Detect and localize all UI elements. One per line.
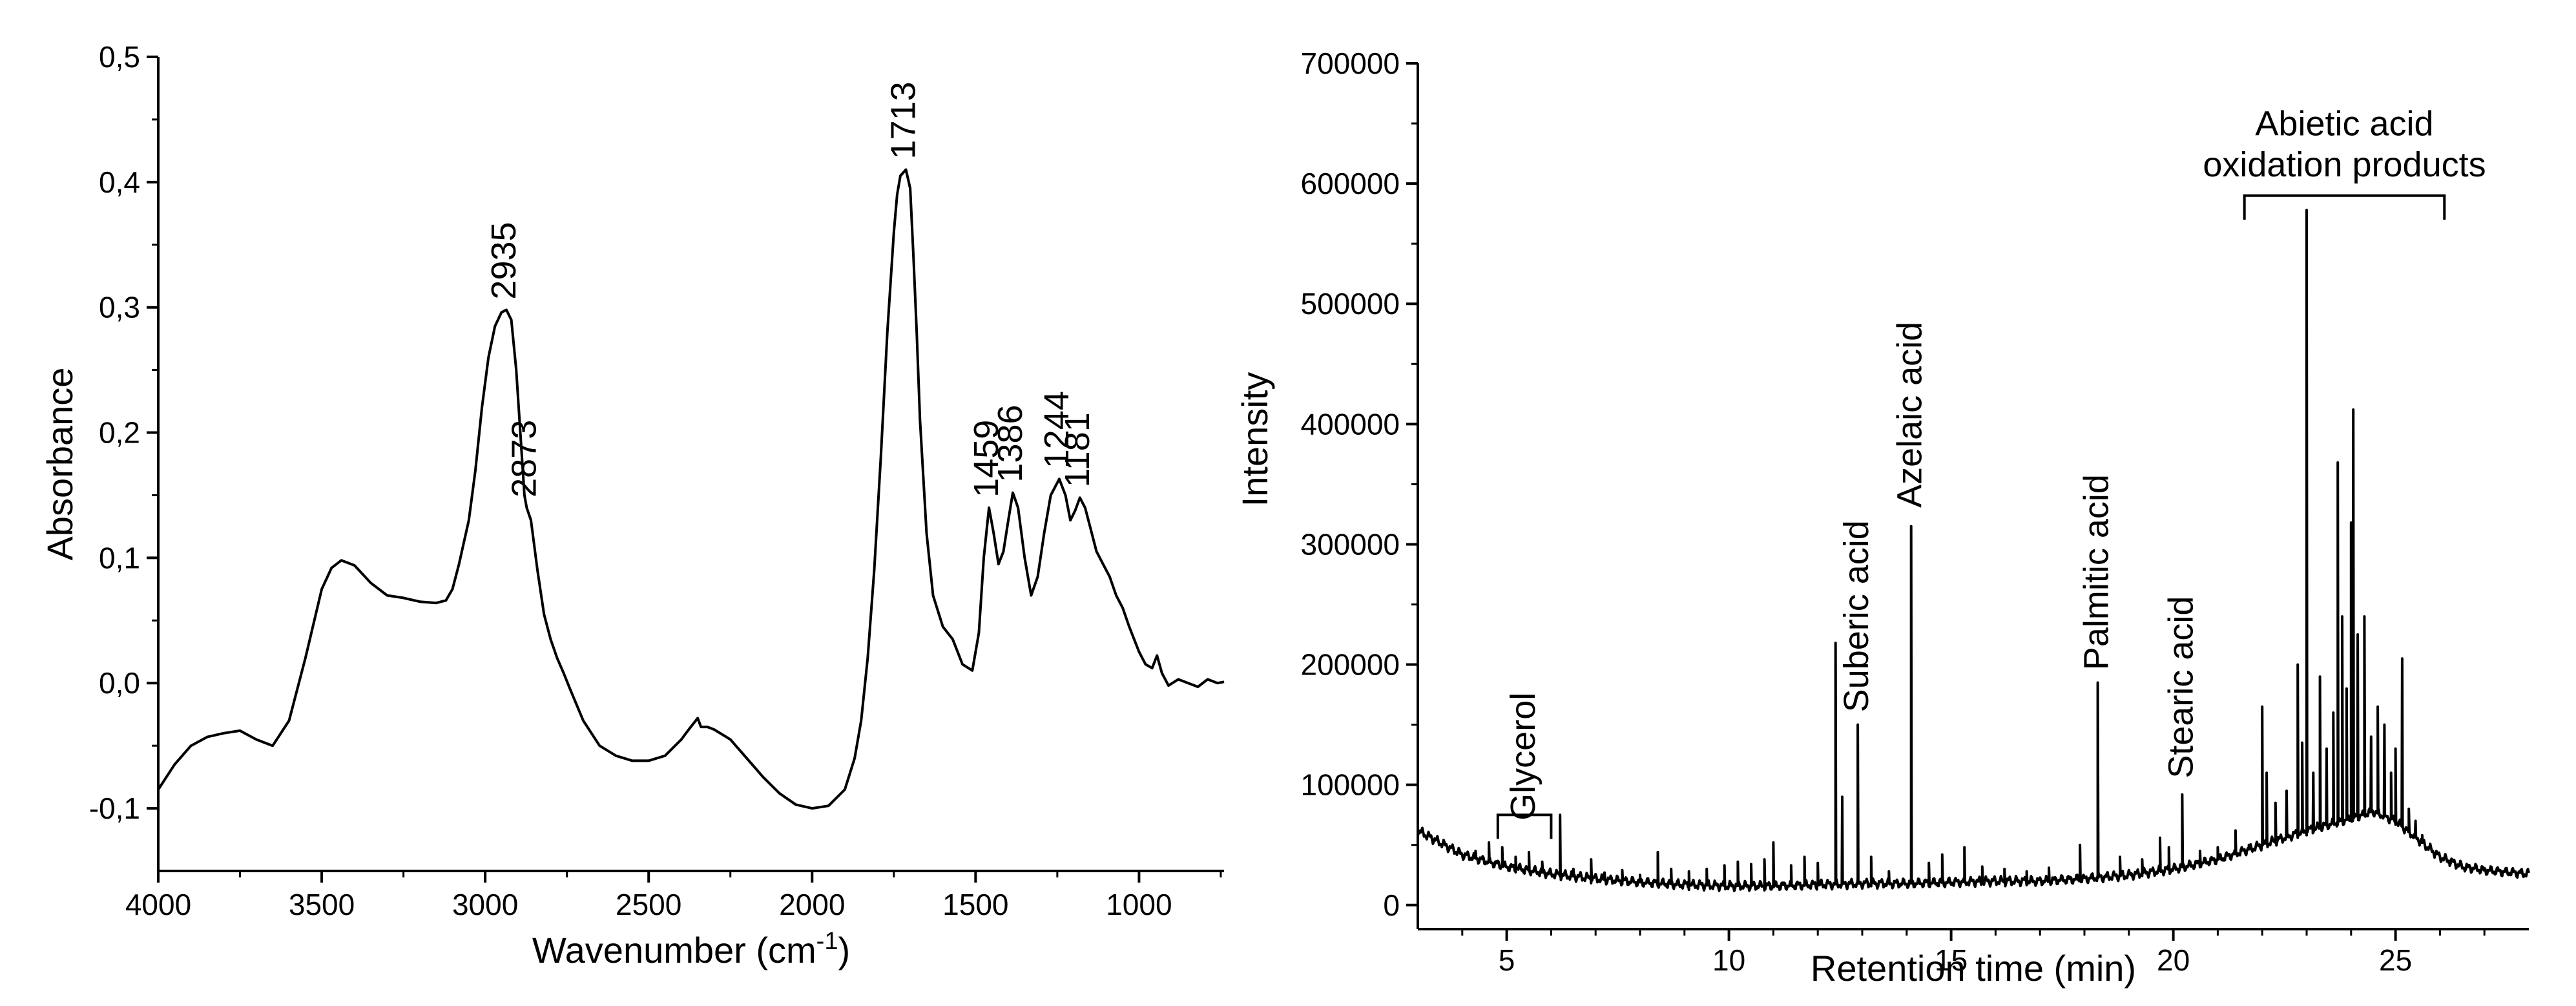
- ftir-x-axis-title-main: Wavenumber (cm: [532, 930, 816, 970]
- ftir-ticks: -0,1 0,0 0,1 0,2 0,3 0,4 0,5 4000 3500 3000 2500 20…: [89, 40, 1222, 921]
- ftir-x-tick-label: 1000: [1106, 888, 1172, 921]
- abietic-acid-label-line1: Abietic acid: [2255, 105, 2433, 143]
- ftir-peak-label: 2873: [504, 420, 543, 498]
- ftir-y-axis-title: Absorbance: [39, 368, 80, 561]
- chromatogram-compound-label: Azelaic acid: [1891, 322, 1929, 508]
- ftir-peak-label: 1459: [967, 420, 1006, 498]
- ftir-x-tick-label: 3500: [289, 888, 355, 921]
- ftir-peak-label: 1713: [884, 81, 923, 159]
- chromatogram-y-tick-label: 600000: [1301, 167, 1400, 200]
- chromatogram-x-tick-label: 25: [2379, 943, 2412, 977]
- chromatogram-compound-label: Glycerol: [1504, 693, 1542, 821]
- ftir-y-tick-label: 0,5: [99, 40, 140, 74]
- chromatogram-y-tick-label: 100000: [1301, 768, 1400, 802]
- ftir-x-tick-label: 1500: [942, 888, 1008, 921]
- ftir-y-tick-label: -0,1: [89, 791, 140, 825]
- ftir-peak-label: 2935: [484, 222, 523, 299]
- ftir-axes: [157, 57, 1224, 872]
- chromatogram-x-tick-label: 20: [2157, 943, 2190, 977]
- ftir-y-tick-label: 0,2: [99, 416, 140, 450]
- chromatogram-compound-label: Palmitic acid: [2077, 474, 2116, 670]
- chromatogram-axes: [1417, 63, 2529, 930]
- chromatogram-y-tick-label: 400000: [1301, 407, 1400, 441]
- chromatogram-x-tick-label: 5: [1499, 943, 1515, 977]
- chromatogram-y-tick-label: 300000: [1301, 527, 1400, 561]
- chromatogram-chart: 0 100000 200000 300000 400000 500000 600000 700…: [1234, 47, 2530, 989]
- abietic-acid-bracket: [2243, 194, 2446, 220]
- abietic-acid-label-line2: oxidation products: [2203, 145, 2486, 184]
- ftir-x-tick-label: 2000: [779, 888, 845, 921]
- chromatogram-y-tick-label: 200000: [1301, 648, 1400, 682]
- chromatogram-y-axis-title: Intensity: [1234, 372, 1275, 507]
- ftir-x-tick-label: 2500: [616, 888, 681, 921]
- chromatogram-x-tick-label: 15: [1935, 943, 1968, 977]
- ftir-y-tick-label: 0,1: [99, 541, 140, 574]
- chromatogram-compound-label: Stearic acid: [2161, 596, 2200, 779]
- chromatogram-intensity-line: [1417, 209, 2530, 892]
- chromatogram-ticks: 0 100000 200000 300000 400000 500000 600000 700…: [1301, 47, 2486, 977]
- chromatogram-x-axis-title: Retention time (min): [1811, 948, 2136, 989]
- ftir-x-axis-title-suffix: ): [838, 930, 850, 970]
- chromatogram-y-tick-label: 500000: [1301, 287, 1400, 320]
- ftir-peak-label: 1181: [1058, 412, 1097, 487]
- chromatogram-y-tick-label: 700000: [1301, 47, 1400, 80]
- ftir-x-axis-title-superscript: -1: [816, 928, 838, 955]
- ftir-y-tick-label: 0,3: [99, 291, 140, 324]
- ftir-spectrum-chart: -0,1 0,0 0,1 0,2 0,3 0,4 0,5 4000 3500 3000 2500 20…: [39, 40, 1225, 970]
- ftir-x-axis-title: Wavenumber (cm-1): [532, 928, 850, 970]
- chromatogram-compound-label: Suberic acid: [1837, 520, 1876, 712]
- glycerol-bracket: [1496, 813, 1553, 839]
- chromatogram-compound-labels: Glycerol Suberic acid Azelaic acid Palmitic…: [1504, 322, 2200, 821]
- ftir-y-tick-label: 0,4: [99, 165, 140, 199]
- chromatogram-y-tick-label: 0: [1383, 888, 1400, 922]
- ftir-x-tick-label: 3000: [452, 888, 518, 921]
- ftir-peak-label: 1386: [991, 404, 1030, 482]
- ftir-x-tick-label: 4000: [125, 888, 191, 921]
- chromatogram-x-tick-label: 10: [1712, 943, 1745, 977]
- ftir-peak-label: 1244: [1037, 391, 1076, 468]
- ftir-y-tick-label: 0,0: [99, 666, 140, 700]
- ftir-absorbance-line: [157, 168, 1225, 810]
